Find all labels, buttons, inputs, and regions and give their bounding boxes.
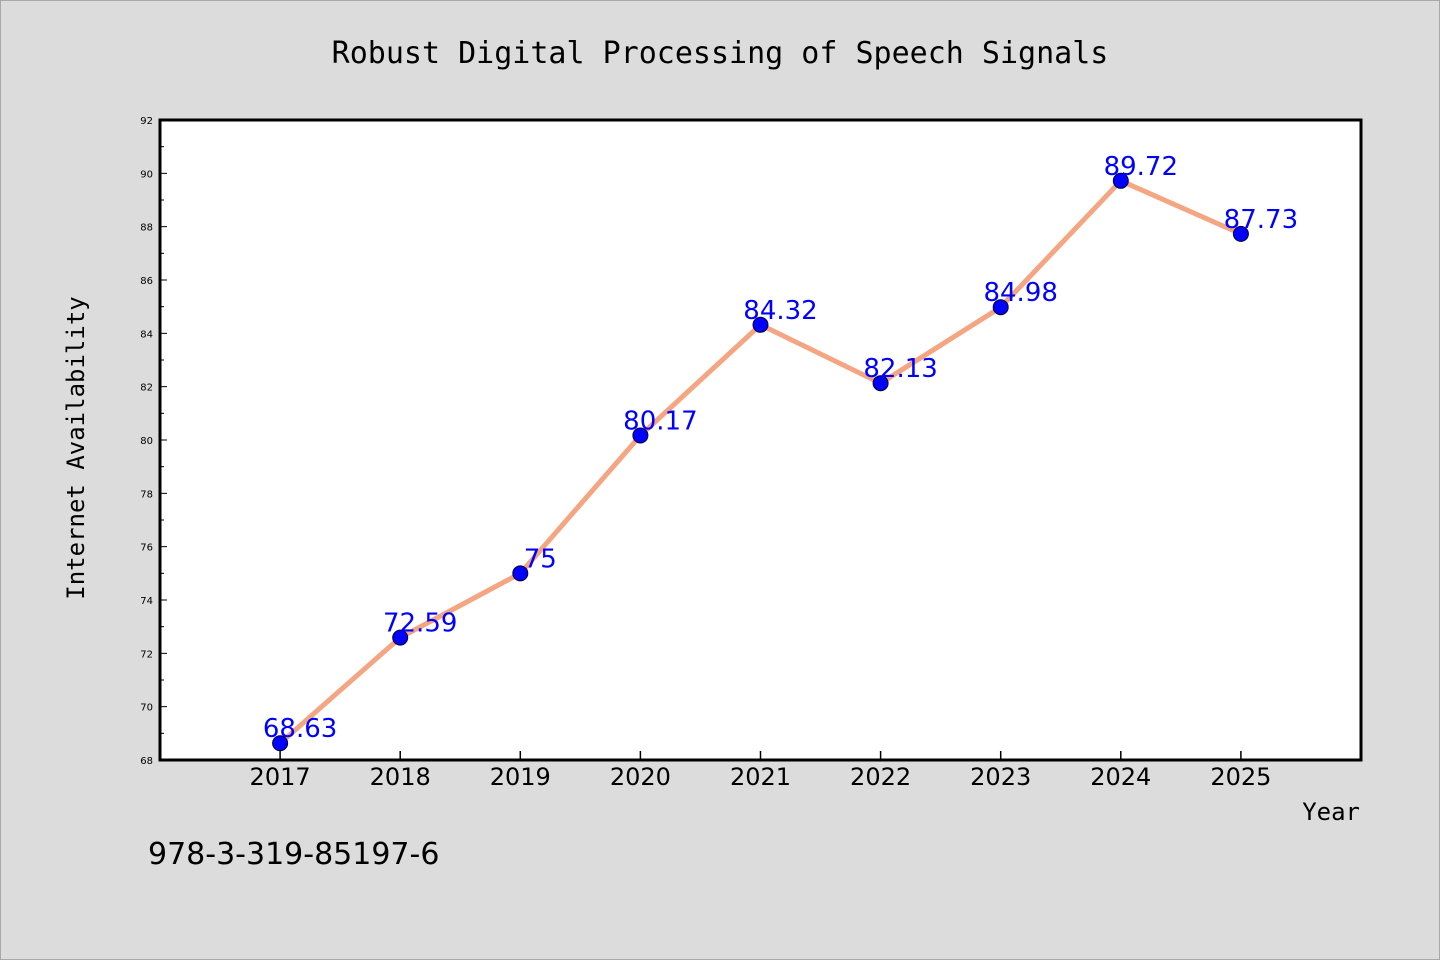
data-point [1112,172,1129,189]
y-tick-label: 90 [140,169,153,180]
x-axis: 2017 2018 2019 2020 2021 2022 2023 2024 2025 [250,751,1271,791]
x-tick-label: 2025 [1210,763,1271,791]
data-label: 89.72 [1104,152,1178,182]
y-tick-label: 76 [140,543,153,554]
y-tick-label: 72 [140,649,153,660]
data-label: 84.98 [983,278,1057,308]
y-tick-label: 78 [140,489,153,500]
x-tick-label: 2024 [1090,763,1151,791]
data-point [272,735,289,752]
x-tick-label: 2020 [610,763,671,791]
data-label: 84.32 [743,296,817,326]
data-label: 75 [524,544,557,574]
y-tick-label: 74 [140,596,153,607]
y-tick-label: 86 [140,276,153,287]
chart-title: Robust Digital Processing of Speech Sign… [332,36,1109,71]
data-label: 82.13 [863,354,937,384]
y-tick-label: 80 [140,436,153,447]
data-point [752,316,769,333]
y-tick-label: 68 [140,756,153,767]
data-label: 87.73 [1224,205,1298,235]
data-point [872,375,889,392]
data-point [632,427,649,444]
data-label: 80.17 [623,406,697,436]
data-point [392,629,409,646]
data-label: 68.63 [263,714,337,744]
plot-area [158,118,1363,762]
data-point [1232,225,1249,242]
y-tick-label: 92 [140,116,153,127]
y-tick-label: 82 [140,383,153,394]
x-tick-label: 2017 [250,763,311,791]
x-tick-label: 2019 [490,763,551,791]
y-tick-label: 70 [140,703,153,714]
x-tick-label: 2023 [970,763,1031,791]
x-axis-label: Year [1302,798,1360,826]
x-tick-label: 2018 [370,763,431,791]
data-point [992,299,1009,316]
data-markers [272,172,1249,752]
data-point [512,565,529,582]
y-tick-label: 84 [140,329,153,340]
y-axis: 68 70 72 74 76 78 80 82 84 86 88 90 92 [140,116,167,767]
x-tick-label: 2022 [850,763,911,791]
isbn-annotation: 978-3-319-85197-6 [148,837,439,872]
y-axis-label: Internet Availability [62,296,90,599]
data-labels: 68.63 72.59 75 80.17 84.32 82.13 84.98 89.72 87.… [263,152,1298,744]
data-label: 72.59 [383,609,457,639]
x-tick-label: 2021 [730,763,791,791]
y-tick-label: 88 [140,223,153,234]
